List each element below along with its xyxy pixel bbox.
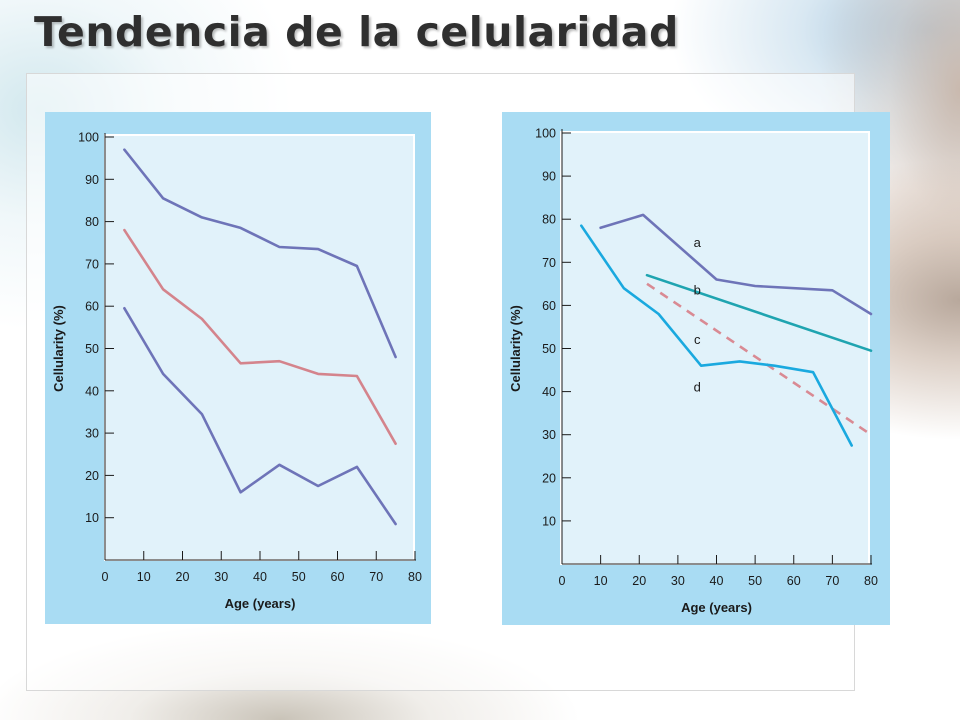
y-tick-label: 10 — [85, 511, 99, 525]
y-axis-label: Cellularity (%) — [508, 305, 523, 392]
y-tick-label: 80 — [85, 215, 99, 229]
y-tick-label: 70 — [85, 257, 99, 271]
series-label-b: b — [694, 283, 701, 298]
x-tick-label: 50 — [292, 570, 306, 584]
y-tick-label: 30 — [542, 428, 556, 442]
series-line-2 — [123, 228, 397, 446]
y-tick-label: 20 — [542, 471, 556, 485]
y-tick-label: 100 — [78, 131, 99, 145]
x-axis-label: Age (years) — [681, 600, 752, 615]
x-tick-label: 30 — [214, 570, 228, 584]
x-tick-label: 50 — [748, 574, 762, 588]
series-line-a — [599, 213, 873, 316]
y-tick-label: 90 — [85, 173, 99, 187]
x-tick-label: 0 — [102, 570, 109, 584]
y-tick-label: 30 — [85, 427, 99, 441]
y-tick-label: 20 — [85, 469, 99, 483]
x-tick-label: 80 — [408, 570, 422, 584]
series-line-1 — [123, 148, 397, 359]
x-tick-label: 70 — [369, 570, 383, 584]
x-tick-label: 10 — [594, 574, 608, 588]
x-tick-label: 20 — [176, 570, 190, 584]
y-tick-label: 80 — [542, 213, 556, 227]
x-tick-label: 30 — [671, 574, 685, 588]
x-tick-label: 60 — [787, 574, 801, 588]
plot-area — [104, 134, 415, 561]
y-tick-label: 60 — [542, 299, 556, 313]
x-tick-label: 0 — [559, 574, 566, 588]
y-tick-label: 50 — [85, 342, 99, 356]
series-label-d: d — [694, 380, 701, 395]
x-axis-label: Age (years) — [225, 596, 296, 611]
y-axis-label: Cellularity (%) — [51, 305, 66, 392]
x-tick-label: 60 — [331, 570, 345, 584]
cellularity-chart-left: 10 20 30 40 50 60 70 80 90 100 0 10 20 30 40 50 60 70 80 Ag… — [45, 112, 431, 624]
y-tick-label: 50 — [542, 342, 556, 356]
x-tick-label: 80 — [864, 574, 878, 588]
y-tick-label: 90 — [542, 170, 556, 184]
x-tick-label: 10 — [137, 570, 151, 584]
series-label-c: c — [694, 332, 701, 347]
x-tick-label: 40 — [710, 574, 724, 588]
y-tick-label: 100 — [535, 127, 556, 141]
series-line-b — [645, 273, 873, 352]
series-line-3 — [123, 307, 397, 526]
x-tick-label: 40 — [253, 570, 267, 584]
slide-title: Tendencia de la celularidad — [34, 8, 679, 56]
y-tick-label: 70 — [542, 256, 556, 270]
series-label-a: a — [694, 235, 702, 250]
y-tick-label: 40 — [542, 385, 556, 399]
y-tick-label: 60 — [85, 300, 99, 314]
plot-area — [560, 131, 870, 565]
x-tick-label: 70 — [825, 574, 839, 588]
cellularity-chart-right: 10 20 30 40 50 60 70 80 90 100 0 10 20 30 40 50 60 70 80 Ag… — [502, 112, 890, 625]
x-tick-label: 20 — [632, 574, 646, 588]
series-line-d — [580, 224, 854, 447]
y-tick-label: 10 — [542, 514, 556, 528]
y-tick-label: 40 — [85, 384, 99, 398]
